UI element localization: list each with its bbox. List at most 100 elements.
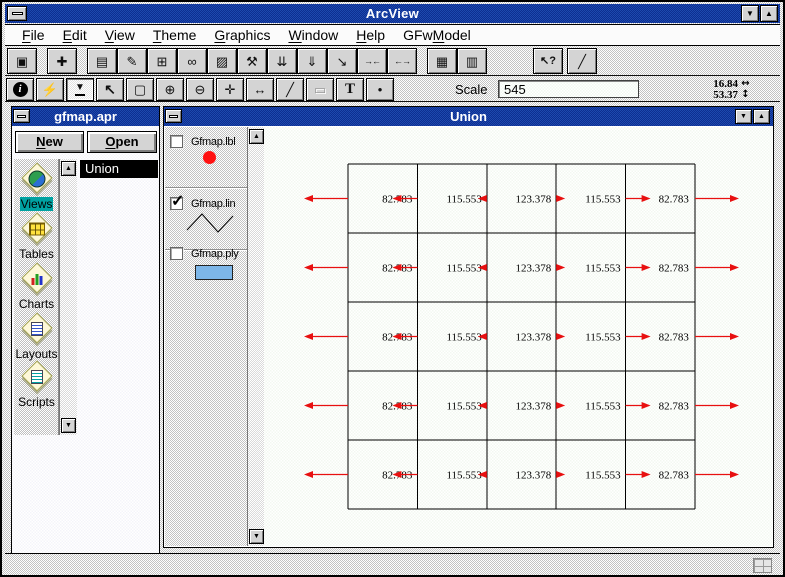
- zoom-out-tool-button[interactable]: ⊖: [186, 77, 214, 101]
- scroll-up-icon[interactable]: ▲: [61, 161, 76, 176]
- menu-theme[interactable]: Theme: [152, 27, 197, 43]
- pan-tool-button[interactable]: ✛: [216, 77, 244, 101]
- draw-tool-button[interactable]: ╱: [276, 77, 304, 101]
- minimize-button[interactable]: ▼: [741, 5, 759, 22]
- sidebar-item-scripts[interactable]: Scripts: [14, 360, 59, 411]
- resize-grip-icon[interactable]: [753, 558, 772, 573]
- table-grid-icon: ⊞: [156, 53, 168, 69]
- flow-arrow: [556, 471, 566, 478]
- tool-dropdown-button[interactable]: ▼: [66, 77, 94, 101]
- category-label: Tables: [19, 247, 54, 261]
- category-scrollbar[interactable]: ▲ ▼: [59, 159, 77, 435]
- point-symbol: [203, 151, 216, 164]
- coordinate-x: 16.84: [713, 77, 738, 90]
- identify-tool-button[interactable]: i: [6, 77, 34, 101]
- zoom-in-button[interactable]: →←: [357, 48, 387, 74]
- status-bar: [5, 553, 780, 575]
- locate-button[interactable]: ▨: [207, 48, 237, 74]
- legend-entry-gfmap-lin[interactable]: ✓ Gfmap.lin: [165, 193, 247, 251]
- checkbox-gfmap-lbl[interactable]: [170, 135, 183, 148]
- theme-properties-button[interactable]: ▤: [87, 48, 117, 74]
- maximize-button[interactable]: ▲: [760, 5, 778, 22]
- category-label: Charts: [18, 297, 55, 311]
- sidebar-item-charts[interactable]: Charts: [14, 262, 59, 313]
- bar-chart-icon: [31, 273, 42, 285]
- callout-tool-button[interactable]: ▭: [306, 77, 334, 101]
- legend-entry-gfmap-lbl[interactable]: Gfmap.lbl: [165, 133, 247, 189]
- point-tool-button[interactable]: •: [366, 77, 394, 101]
- flow-arrow: [556, 264, 566, 271]
- vertex-edit-tool-button[interactable]: ▢: [126, 77, 154, 101]
- view-maximize-button[interactable]: ▲: [753, 109, 770, 124]
- legend-scrollbar[interactable]: ▲ ▼: [247, 127, 264, 546]
- project-title: gfmap.apr: [54, 109, 117, 124]
- find-button[interactable]: ∞: [177, 48, 207, 74]
- select-by-graphics-button[interactable]: ▦: [427, 48, 457, 74]
- theme-visibility-button[interactable]: ▥: [457, 48, 487, 74]
- scroll-down-icon[interactable]: ▼: [249, 529, 264, 544]
- checkbox-gfmap-ply[interactable]: [170, 247, 183, 260]
- flow-arrow: [304, 195, 313, 202]
- menu-window[interactable]: Window: [288, 27, 339, 43]
- save-project-button[interactable]: ▣: [7, 48, 37, 74]
- menu-help[interactable]: Help: [356, 27, 386, 43]
- scroll-down-icon[interactable]: ▼: [61, 418, 76, 433]
- vertical-arrows-icon: ↕: [741, 88, 750, 100]
- menu-edit[interactable]: Edit: [62, 27, 87, 43]
- scale-input[interactable]: [498, 80, 639, 98]
- zoom-out-button[interactable]: ←→: [387, 48, 417, 74]
- menu-graphics[interactable]: Graphics: [214, 27, 271, 43]
- project-title-bar[interactable]: gfmap.apr: [12, 107, 159, 126]
- hand-move-icon: ✛: [224, 81, 236, 97]
- view-minimize-button[interactable]: ▼: [735, 109, 752, 124]
- checkbox-gfmap-lin[interactable]: ✓: [170, 193, 184, 210]
- flow-arrow: [556, 195, 566, 202]
- flow-arrow: [556, 333, 566, 340]
- sidebar-item-views[interactable]: Views: [14, 162, 59, 213]
- map-canvas[interactable]: 82.783 115.553 123.378 115.553 82.783 82.783 1…: [264, 127, 772, 546]
- zoom-in-tool-button[interactable]: ⊕: [156, 77, 184, 101]
- scroll-up-icon[interactable]: ▲: [249, 129, 264, 144]
- menu-bar: File Edit View Theme Graphics Window Help GFwMo…: [5, 24, 780, 46]
- menu-file[interactable]: File: [22, 27, 45, 43]
- open-theme-table-button[interactable]: ⊞: [147, 48, 177, 74]
- system-menu-button[interactable]: [7, 6, 27, 21]
- menu-gfwmodel[interactable]: GFwModel: [403, 27, 471, 43]
- line-symbol: [186, 213, 234, 233]
- cell-value: 115.553: [446, 332, 482, 344]
- view-title-bar[interactable]: Union ▼ ▲: [164, 107, 773, 126]
- table-grid-icon: [28, 222, 45, 236]
- view-system-menu-button[interactable]: [165, 109, 182, 123]
- measure-tool-button[interactable]: ↔: [246, 77, 274, 101]
- help-pointer-button[interactable]: ↖?: [533, 48, 563, 74]
- zoom-selected-button[interactable]: ↘: [327, 48, 357, 74]
- zoom-full-extent-button[interactable]: ⇊: [267, 48, 297, 74]
- cell-value: 115.553: [585, 263, 621, 275]
- system-menu-icon: [17, 114, 26, 118]
- edit-legend-button[interactable]: ✎: [117, 48, 147, 74]
- draw-line-button[interactable]: ╱: [567, 48, 597, 74]
- map-area[interactable]: 82.783 115.553 123.378 115.553 82.783 82.783 1…: [264, 127, 772, 546]
- legend-entry-gfmap-ply[interactable]: Gfmap.ply: [165, 245, 247, 301]
- query-builder-button[interactable]: ⚒: [237, 48, 267, 74]
- pointer-tool-button[interactable]: ↖: [96, 77, 124, 101]
- add-theme-button[interactable]: ✚: [47, 48, 77, 74]
- new-button[interactable]: New: [15, 131, 84, 153]
- legend-theme-label: Gfmap.lbl: [191, 136, 236, 148]
- menu-view[interactable]: View: [104, 27, 135, 43]
- hotlink-tool-button[interactable]: ⚡: [36, 77, 64, 101]
- sidebar-item-tables[interactable]: Tables: [14, 212, 59, 263]
- open-button[interactable]: Open: [87, 131, 157, 153]
- title-bar[interactable]: ArcView ▼ ▲: [5, 4, 780, 23]
- list-item-document[interactable]: Union: [80, 160, 158, 178]
- sidebar-item-layouts[interactable]: Layouts: [14, 312, 59, 363]
- zoom-active-theme-button[interactable]: ⇓: [297, 48, 327, 74]
- cell-value: 115.553: [446, 263, 482, 275]
- toolbar-main: ▣ ✚ ▤ ✎ ⊞ ∞ ▨ ⚒ ⇊ ⇓ ↘ →← ←→ ▦ ▥ ↖? ╱: [5, 47, 780, 76]
- text-tool-button[interactable]: T: [336, 77, 364, 101]
- cell-value: 123.378: [515, 263, 551, 275]
- diskette-icon: ▣: [15, 53, 29, 69]
- project-system-menu-button[interactable]: [13, 109, 30, 123]
- coordinate-readout: 16.84 ↔ 53.37 ↕: [702, 78, 753, 100]
